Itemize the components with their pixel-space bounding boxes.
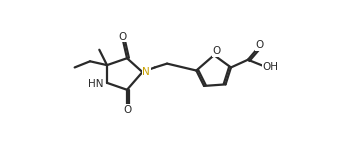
Text: O: O [118, 32, 127, 42]
Text: O: O [255, 40, 264, 50]
Text: O: O [123, 105, 131, 115]
Text: N: N [142, 67, 150, 77]
Text: O: O [212, 46, 221, 56]
Text: OH: OH [262, 62, 278, 72]
Text: HN: HN [88, 79, 103, 89]
